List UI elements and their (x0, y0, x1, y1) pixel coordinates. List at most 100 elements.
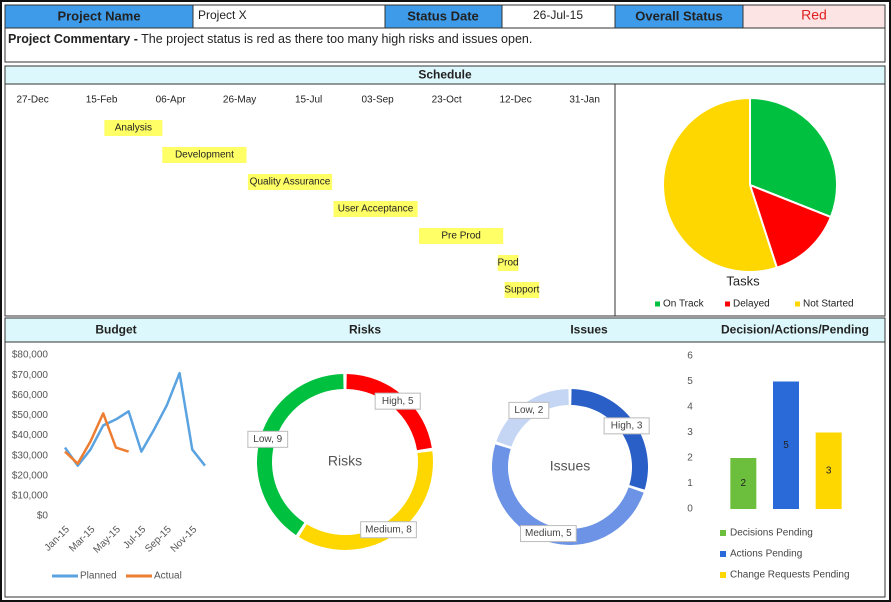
gantt-bar (419, 228, 504, 244)
commentary: Project Commentary - The project status … (8, 32, 532, 46)
task-label: Pre Prod (441, 231, 480, 242)
y-tick-label: $70,000 (12, 370, 49, 381)
y-tick-label: 6 (687, 351, 693, 362)
x-tick-label: 15-Feb (86, 95, 118, 106)
x-tick-label: 31-Jan (569, 95, 600, 106)
header-label: Overall Status (635, 8, 722, 23)
y-tick-label: 2 (687, 453, 693, 464)
data-label: Medium, 5 (525, 528, 572, 539)
legend-swatch (720, 530, 726, 536)
line-series (63, 371, 206, 467)
x-tick-label: 03-Sep (361, 95, 394, 106)
header-value: Project X (198, 8, 247, 22)
gantt-bar (333, 201, 418, 217)
label-box (374, 392, 421, 410)
data-label: Medium, 8 (365, 524, 412, 535)
task-label: User Acceptance (338, 204, 414, 215)
legend-swatch (725, 301, 730, 307)
donut-segment (571, 389, 648, 490)
data-label: Low, 2 (514, 405, 543, 416)
legend-label: Actions Pending (730, 549, 802, 560)
bar (730, 458, 757, 509)
y-tick-label: 1 (687, 478, 693, 489)
section-title: Schedule (418, 68, 472, 82)
y-tick-label: $80,000 (12, 350, 49, 361)
task-label: Support (504, 285, 539, 296)
task-label: Analysis (115, 123, 152, 134)
data-label: 2 (741, 478, 747, 489)
legend-label: Planned (80, 571, 117, 582)
y-tick-label: $0 (37, 511, 49, 522)
center-label: Risks (328, 453, 362, 469)
legend-swatch (720, 551, 726, 557)
x-tick-label: 26-May (223, 95, 256, 106)
task-label: Prod (497, 258, 518, 269)
section-title: Decision/Actions/Pending (721, 323, 869, 337)
legend-label: On Track (663, 299, 705, 310)
legend-label: Change Requests Pending (730, 570, 850, 581)
chart-title: Tasks (726, 273, 760, 288)
data-label: Low, 9 (253, 434, 282, 445)
y-tick-label: $10,000 (12, 491, 49, 502)
donut-segment (496, 389, 569, 447)
task-label: Development (175, 150, 234, 161)
data-label: 3 (826, 465, 832, 476)
bar (815, 432, 842, 509)
x-tick-label: 23-Oct (432, 95, 462, 106)
x-tick-label: 12-Dec (500, 95, 532, 106)
gantt-bar (504, 282, 540, 298)
legend-swatch (655, 301, 660, 307)
pie-slice (662, 96, 779, 273)
section-title: Budget (95, 323, 136, 337)
y-tick-label: $50,000 (12, 410, 49, 421)
y-tick-label: $40,000 (12, 430, 49, 441)
legend-label: Decisions Pending (730, 528, 813, 539)
data-label: High, 3 (611, 420, 643, 431)
x-tick-label: 27-Dec (16, 95, 48, 106)
header-label: Status Date (407, 8, 479, 23)
commentary-text: The project status is red as there too m… (141, 32, 532, 46)
label-box (603, 417, 650, 435)
commentary-label: Project Commentary - (8, 32, 138, 46)
y-tick-label: 0 (687, 504, 693, 515)
label-box (247, 430, 289, 448)
section-header (4, 317, 886, 343)
data-label: High, 5 (382, 396, 414, 407)
line-series (64, 412, 130, 465)
header-value: 26-Jul-15 (533, 8, 583, 22)
label-box (508, 401, 550, 419)
commentary-box (4, 27, 886, 63)
y-tick-label: 3 (687, 427, 693, 438)
legend-swatch (795, 301, 800, 307)
legend-label: Actual (154, 571, 182, 582)
gantt-bar (104, 120, 163, 136)
y-tick-label: $20,000 (12, 470, 49, 481)
gantt-bar (497, 255, 519, 271)
gantt-bar (247, 174, 333, 190)
legend-label: Delayed (733, 299, 770, 310)
bar (773, 381, 799, 509)
y-tick-label: 4 (687, 402, 693, 413)
x-tick-label: 06-Apr (156, 95, 187, 106)
task-label: Quality Assurance (250, 177, 331, 188)
y-tick-label: 5 (687, 376, 693, 387)
donut-segment (346, 374, 432, 451)
label-box (360, 521, 417, 539)
y-tick-label: $60,000 (12, 390, 49, 401)
section-title: Risks (349, 323, 381, 337)
data-label: 5 (783, 440, 789, 451)
pie-slice (749, 96, 838, 219)
legend-label: Not Started (803, 299, 854, 310)
center-label: Issues (550, 458, 590, 474)
y-tick-label: $30,000 (12, 450, 49, 461)
section-title: Issues (570, 323, 608, 337)
header-value: Red (801, 7, 827, 23)
header-label: Project Name (57, 8, 140, 23)
x-tick-label: 15-Jul (295, 95, 322, 106)
gantt-bar (162, 147, 247, 163)
donut-segment (492, 444, 644, 545)
donut-segment (257, 374, 344, 536)
legend-swatch (720, 572, 726, 578)
label-box (520, 525, 577, 543)
